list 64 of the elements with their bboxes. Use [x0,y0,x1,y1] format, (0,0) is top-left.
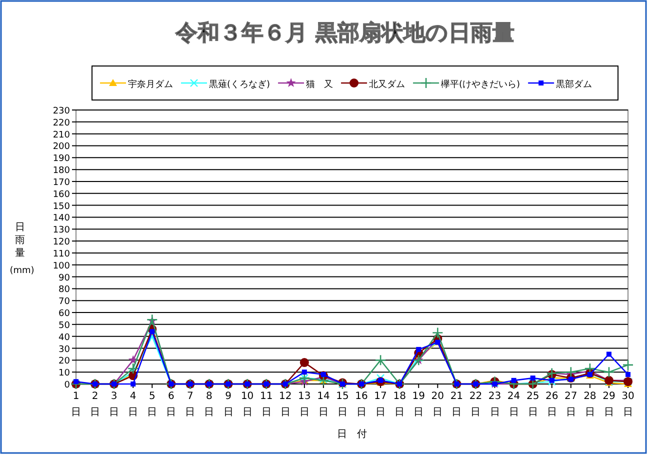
x-tick-label: 28日 [584,391,596,418]
x-tick-label: 2日 [90,391,100,418]
x-tick-label: 14日 [317,391,330,418]
x-tick-label: 20日 [431,391,444,418]
legend-label: 欅平(けやきだいら) [441,79,520,90]
y2-axis-title: (mm) [10,266,34,276]
x-tick-label: 7日 [185,391,196,418]
x-tick-label: 24日 [507,391,520,418]
y-tick-label: 110 [52,249,70,260]
x-tick-label: 5日 [147,391,158,418]
x-tick-label: 21日 [450,391,464,418]
y-tick-label: 40 [58,332,70,343]
x-tick-label: 11日 [260,391,273,418]
y-tick-label: 120 [52,238,70,248]
x-tick-label: 4日 [128,391,138,418]
y-tick-label: 50 [58,320,70,331]
x-tick-label: 6日 [166,391,176,418]
x-tick-label: 26日 [545,391,558,418]
x-tick-label: 1日 [71,391,81,418]
y-tick-label: 10 [58,368,70,379]
legend-label: 北又ダム [369,79,406,90]
y-tick-label: 150 [52,202,70,212]
x-tick-label: 18日 [393,391,406,418]
x-tick-label: 29日 [602,391,616,418]
x-tick-label: 9日 [223,391,234,418]
y-tick-label: 130 [52,226,70,236]
y-tick-label: 70 [58,297,70,308]
x-tick-label: 22日 [469,391,482,418]
y-tick-label: 90 [58,273,70,284]
y-axis-title: 日雨量 [15,222,25,259]
x-tick-label: 10日 [240,391,254,418]
x-tick-label: 25日 [526,391,540,418]
y-tick-label: 30 [58,344,70,355]
y-tick-label: 60 [58,309,70,320]
x-tick-label: 13日 [298,391,311,418]
x-tick-label: 30日 [622,391,634,418]
x-tick-label: 27日 [564,391,578,418]
x-tick-label: 17日 [374,391,387,418]
x-tick-label: 19日 [412,391,425,418]
y-tick-label: 170 [52,178,70,188]
chart-title: 令和３年６月 黒部扇状地の日雨量 [174,20,514,46]
x-tick-label: 12日 [279,391,292,418]
x-tick-label: 3日 [109,391,120,418]
y-tick-label: 190 [52,154,70,164]
y-tick-label: 160 [52,190,70,200]
x-tick-label: 16日 [355,391,368,418]
y-tick-label: 220 [52,118,70,128]
legend-label: 黒部ダム [556,79,592,90]
legend-label: 黒薙(くろなぎ) [209,79,270,90]
y-tick-label: 230 [52,106,70,116]
y-tick-label: 180 [52,166,70,176]
y-tick-label: 140 [52,214,70,224]
x-tick-label: 15日 [336,391,349,418]
x-axis-title: 日 付 [337,429,367,440]
y-tick-label: 0 [64,380,70,390]
y-tick-label: 200 [52,142,70,152]
legend-label: 宇奈月ダム [128,79,173,90]
y-tick-label: 20 [58,356,70,367]
x-tick-label: 8日 [204,391,214,418]
x-tick-label: 23日 [488,391,502,418]
y-tick-label: 100 [52,261,70,272]
y-tick-label: 210 [52,130,70,140]
legend-label: 猫 又 [306,79,334,90]
y-tick-label: 80 [58,285,70,296]
